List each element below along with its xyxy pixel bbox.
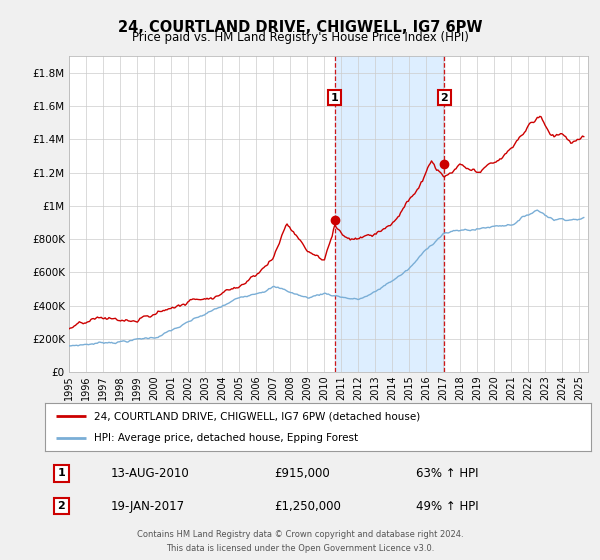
Text: Price paid vs. HM Land Registry's House Price Index (HPI): Price paid vs. HM Land Registry's House … [131, 31, 469, 44]
Text: £915,000: £915,000 [274, 466, 330, 480]
Text: 1: 1 [58, 468, 65, 478]
Text: 24, COURTLAND DRIVE, CHIGWELL, IG7 6PW (detached house): 24, COURTLAND DRIVE, CHIGWELL, IG7 6PW (… [94, 411, 421, 421]
Text: HPI: Average price, detached house, Epping Forest: HPI: Average price, detached house, Eppi… [94, 433, 358, 443]
Text: 24, COURTLAND DRIVE, CHIGWELL, IG7 6PW: 24, COURTLAND DRIVE, CHIGWELL, IG7 6PW [118, 20, 482, 35]
Text: 2: 2 [440, 92, 448, 102]
Text: £1,250,000: £1,250,000 [274, 500, 341, 512]
Text: 19-JAN-2017: 19-JAN-2017 [110, 500, 185, 512]
Text: 1: 1 [331, 92, 338, 102]
Bar [335, 56, 444, 372]
Text: Contains HM Land Registry data © Crown copyright and database right 2024.: Contains HM Land Registry data © Crown c… [137, 530, 463, 539]
Text: This data is licensed under the Open Government Licence v3.0.: This data is licensed under the Open Gov… [166, 544, 434, 553]
Text: 2: 2 [58, 501, 65, 511]
Text: 49% ↑ HPI: 49% ↑ HPI [416, 500, 479, 512]
Text: 13-AUG-2010: 13-AUG-2010 [110, 466, 189, 480]
Text: 63% ↑ HPI: 63% ↑ HPI [416, 466, 479, 480]
